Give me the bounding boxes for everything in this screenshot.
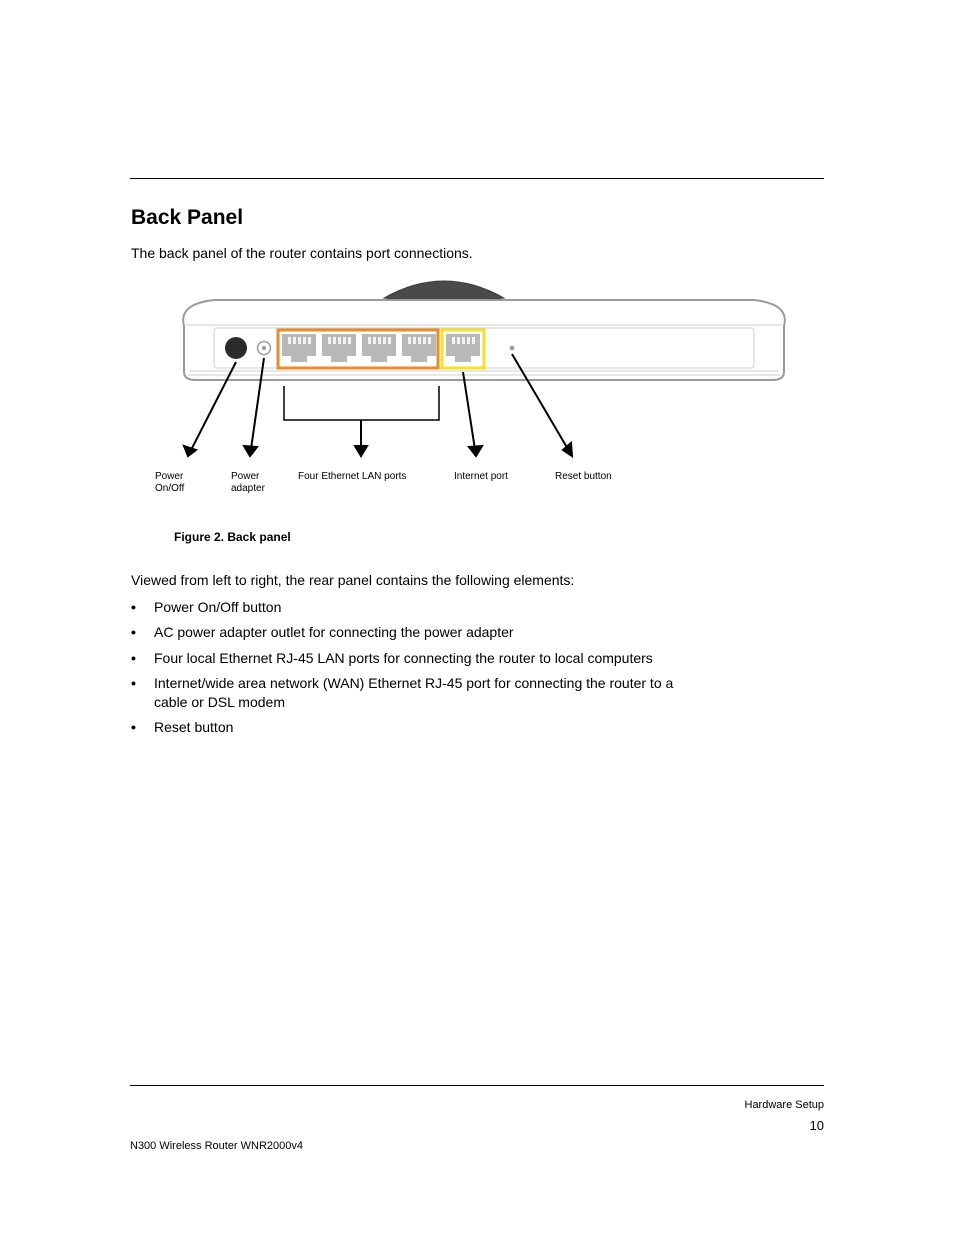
- diagram-callout: Reset button: [555, 471, 612, 484]
- bullet-marker: •: [131, 599, 136, 615]
- bullet-marker: •: [131, 675, 136, 691]
- power-button-icon: [225, 337, 247, 359]
- list-lead-in: Viewed from left to right, the rear pane…: [131, 571, 574, 590]
- top-rule: [130, 178, 824, 179]
- section-heading: Back Panel: [131, 206, 243, 230]
- footer-book-title: N300 Wireless Router WNR2000v4: [130, 1140, 303, 1152]
- bullet-text: Reset button: [154, 719, 233, 735]
- diagram-callout: adapter: [231, 483, 265, 496]
- bullet-text: Power On/Off button: [154, 599, 281, 615]
- bullet-text: cable or DSL modem: [154, 694, 285, 710]
- bullet-text: Four local Ethernet RJ-45 LAN ports for …: [154, 650, 653, 666]
- bullet-marker: •: [131, 719, 136, 735]
- diagram-callout: Four Ethernet LAN ports: [298, 471, 406, 484]
- diagram-callout: On/Off: [155, 483, 184, 496]
- footer-section-title: Hardware Setup: [745, 1099, 825, 1111]
- reset-pinhole-icon: [510, 346, 515, 351]
- diagram-callout: Power: [231, 471, 259, 484]
- footer-page-number: 10: [810, 1118, 824, 1133]
- diagram-callout: Internet port: [454, 471, 508, 484]
- bottom-rule: [130, 1085, 824, 1086]
- bullet-text: Internet/wide area network (WAN) Etherne…: [154, 675, 673, 691]
- intro-text: The back panel of the router contains po…: [131, 244, 473, 263]
- antenna-dome-icon: [384, 281, 504, 302]
- diagram-callout: Power: [155, 471, 183, 484]
- page: Back Panel The back panel of the router …: [0, 0, 954, 1235]
- bullet-marker: •: [131, 650, 136, 666]
- figure-caption: Figure 2. Back panel: [174, 530, 291, 544]
- bullet-text: AC power adapter outlet for connecting t…: [154, 624, 514, 640]
- lan-bracket: [284, 386, 439, 420]
- bullet-marker: •: [131, 624, 136, 640]
